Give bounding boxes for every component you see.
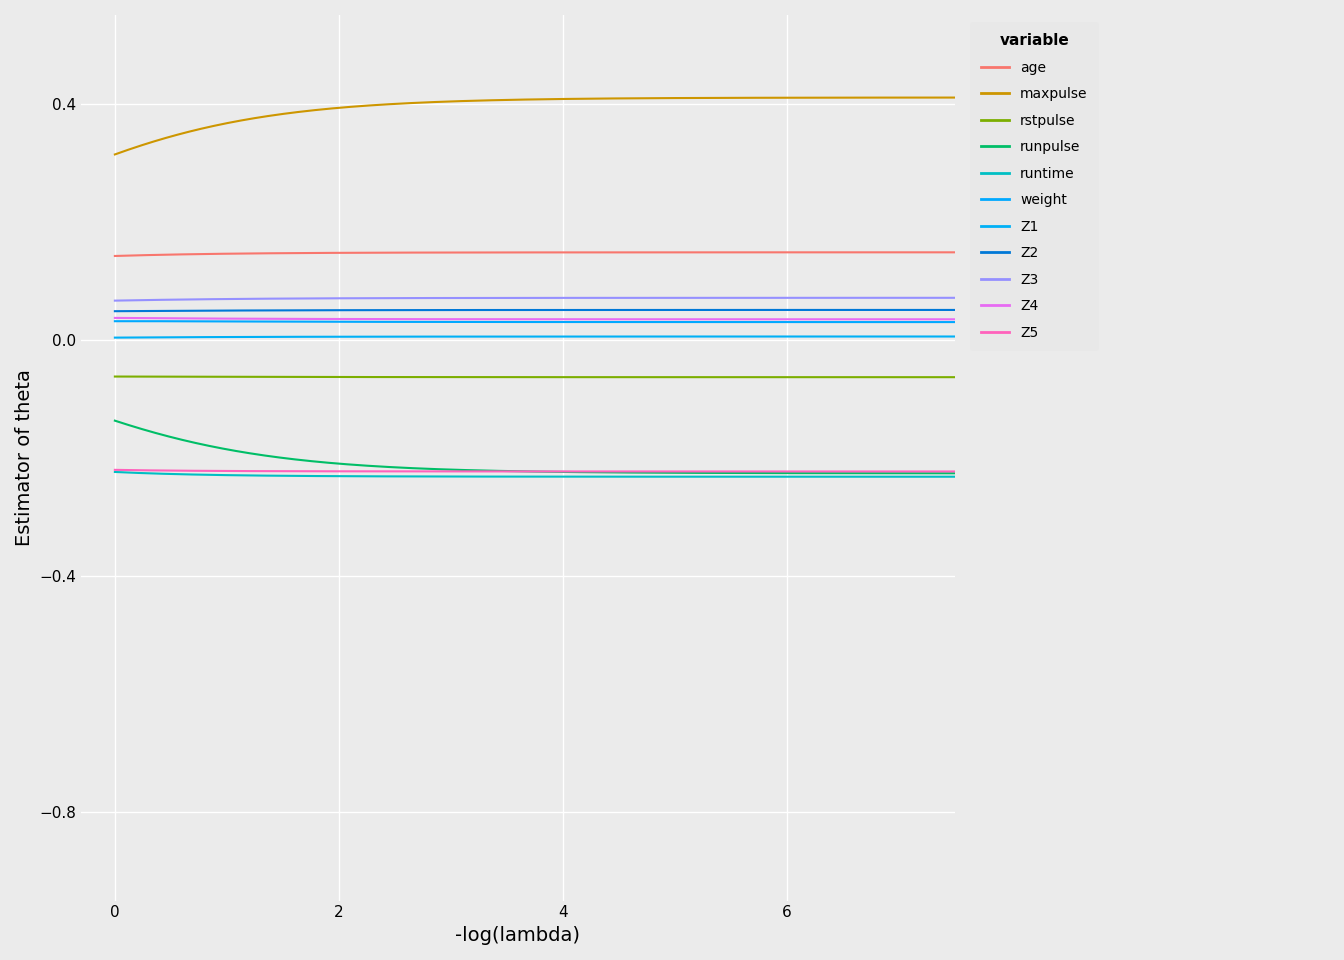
X-axis label: -log(lambda): -log(lambda): [456, 926, 581, 945]
Y-axis label: Estimator of theta: Estimator of theta: [15, 370, 34, 546]
Legend: age, maxpulse, rstpulse, runpulse, runtime, weight, Z1, Z2, Z3, Z4, Z5: age, maxpulse, rstpulse, runpulse, runti…: [970, 22, 1099, 350]
